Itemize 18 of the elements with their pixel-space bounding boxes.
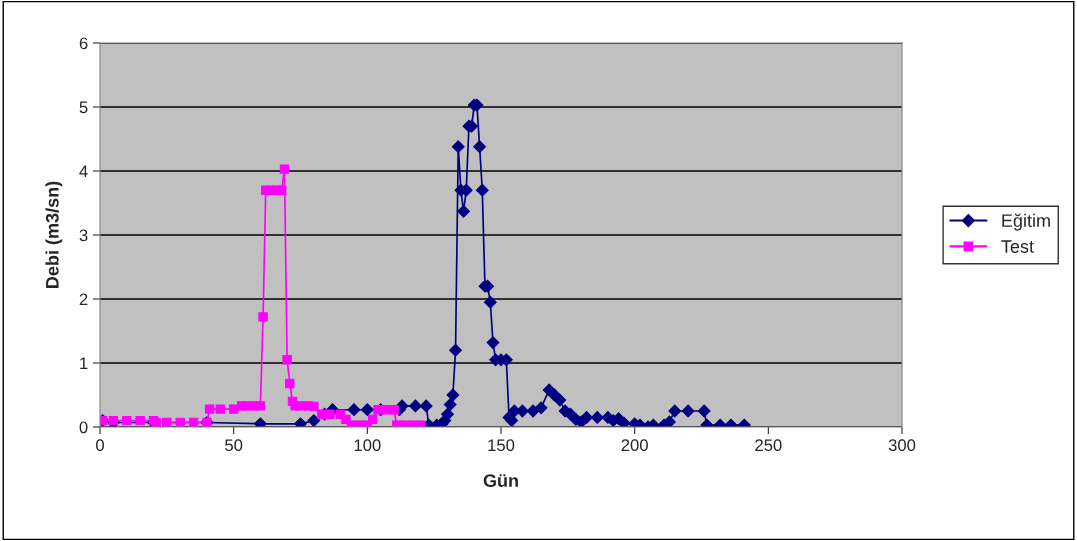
- x-tick-label: 50: [225, 439, 243, 452]
- y-tick-label: 0: [79, 421, 88, 434]
- y-axis-title: Debi (m3/sn): [45, 181, 63, 288]
- legend-label: Test: [1001, 240, 1034, 253]
- x-axis-title: Gün: [483, 474, 518, 488]
- x-tick-label: 100: [354, 439, 381, 452]
- y-tick-label: 2: [79, 293, 88, 306]
- x-tick-label: 200: [621, 439, 648, 452]
- y-tick-label: 3: [79, 229, 88, 242]
- x-tick-label: 0: [96, 439, 104, 452]
- y-tick-label: 6: [79, 37, 88, 50]
- y-tick-label: 5: [79, 101, 88, 114]
- x-tick-label: 150: [488, 439, 515, 452]
- x-tick-label: 300: [888, 439, 916, 452]
- x-tick-label: 250: [755, 439, 782, 452]
- y-tick-label: 1: [80, 357, 88, 370]
- y-tick-label: 4: [79, 165, 88, 178]
- legend-label: Eğitim: [1002, 213, 1050, 231]
